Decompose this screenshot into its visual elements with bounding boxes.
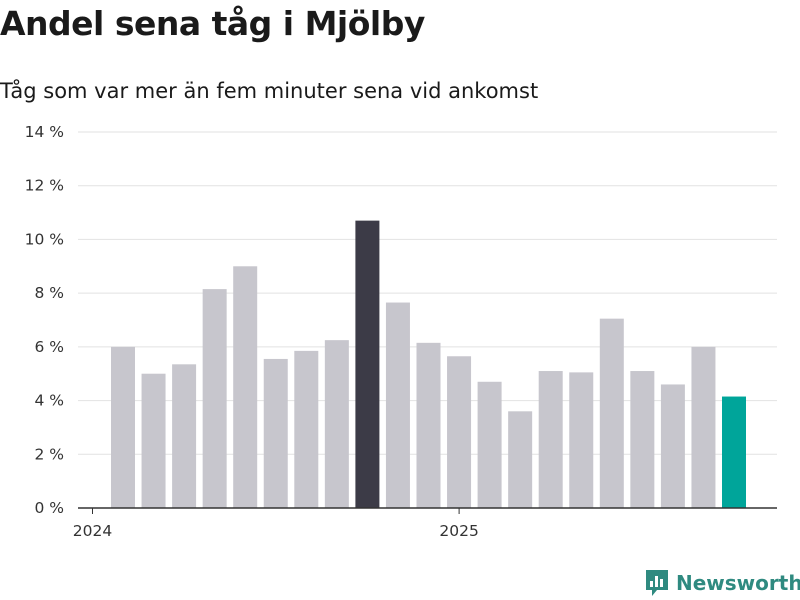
y-axis-tick-labels: 0 % 2 % 4 % 6 % 8 % 10 % 12 % 14 % xyxy=(25,123,64,517)
x-tick-label: 2025 xyxy=(439,522,478,540)
bar xyxy=(202,289,227,508)
bar xyxy=(660,384,685,508)
y-tick-label: 4 % xyxy=(34,392,64,410)
bar xyxy=(691,346,716,508)
newsworthy-logo-icon xyxy=(646,570,668,596)
bar xyxy=(599,318,624,508)
bar xyxy=(385,302,410,508)
y-tick-label: 12 % xyxy=(25,177,64,195)
bar xyxy=(630,371,655,508)
y-tick-label: 6 % xyxy=(34,338,64,356)
bar xyxy=(324,340,349,508)
y-tick-label: 0 % xyxy=(34,499,64,517)
bar xyxy=(416,342,441,508)
bars xyxy=(111,220,746,508)
bar xyxy=(569,372,594,508)
bar xyxy=(233,266,258,508)
bar xyxy=(141,373,166,508)
bar xyxy=(263,358,288,508)
bar xyxy=(172,364,197,508)
bar xyxy=(508,411,533,508)
y-tick-label: 2 % xyxy=(34,445,64,463)
y-tick-label: 10 % xyxy=(25,230,64,248)
bar xyxy=(355,220,380,508)
y-tick-label: 14 % xyxy=(25,123,64,141)
bar xyxy=(447,356,472,508)
bar xyxy=(294,350,319,508)
bar xyxy=(722,396,746,508)
bar xyxy=(538,371,563,508)
chart-subtitle: Tåg som var mer än fem minuter sena vid … xyxy=(0,79,539,103)
brand-name: Newsworthy xyxy=(676,571,800,595)
x-tick-label: 2024 xyxy=(73,522,112,540)
brand-logo: Newsworthy xyxy=(644,568,800,598)
bar xyxy=(477,381,502,508)
x-axis-tick-labels: 2024 2025 xyxy=(73,508,479,540)
y-tick-label: 8 % xyxy=(34,284,64,302)
bar xyxy=(111,346,135,508)
chart-title: Andel sena tåg i Mjölby xyxy=(0,4,425,43)
